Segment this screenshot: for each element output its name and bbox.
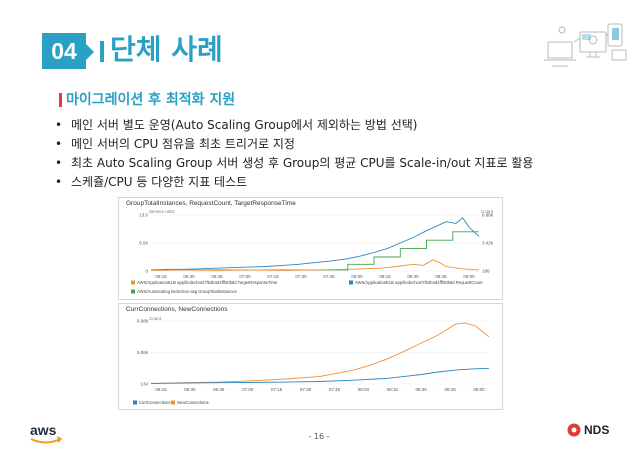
legend-label: AWS/ApplicationELB app/lindechos/7f54b4d…: [355, 280, 483, 285]
chart-panel-connections: CurrConnections, NewConnections Count 9.…: [118, 303, 503, 410]
legend-label: AWS/AutoScaling lindechon-asg GroupTotal…: [137, 289, 237, 294]
y-tick-label: 5.06k: [137, 350, 149, 355]
x-tick-label: 07:30: [300, 387, 312, 392]
nds-mark-icon: [567, 423, 581, 437]
subtitle-accent-bar: [59, 93, 62, 107]
x-tick-label: 08:00: [351, 274, 363, 279]
bullet-item: 메인 서버의 CPU 점유을 최초 트리거로 지정: [55, 135, 533, 154]
x-tick-label: 09:00: [473, 387, 485, 392]
section-subtitle: 마이그레이션 후 최적화 지원: [66, 92, 236, 108]
x-tick-label: 08:00: [358, 387, 370, 392]
series-line: [150, 367, 490, 384]
legend-swatch: [131, 289, 135, 294]
chart-panel-requests: GroupTotalInstances, RequestCount, Targe…: [118, 197, 503, 300]
y-tick-label: 0: [145, 269, 148, 274]
bullet-item: 스케쥴/CPU 등 다양한 지표 테스트: [55, 173, 533, 192]
legend-swatch: [349, 280, 353, 285]
chart-title: CurrConnections, NewConnections: [126, 306, 228, 313]
chart-title: GroupTotalInstances, RequestCount, Targe…: [126, 200, 296, 207]
section-number-badge: 04: [42, 33, 86, 69]
bullet-item: 최초 Auto Scaling Group 서버 생성 후 Group의 평균 …: [55, 154, 533, 173]
series-line: [150, 322, 490, 384]
legend-label: NewConnections: [177, 400, 209, 405]
legend-swatch: [171, 400, 175, 405]
y-right-tick-label: 3.42k: [482, 241, 494, 246]
y-tick-label: 134: [140, 382, 148, 387]
x-tick-label: 08:45: [444, 387, 456, 392]
x-tick-label: 08:15: [379, 274, 391, 279]
x-tick-label: 06:15: [155, 274, 167, 279]
x-tick-label: 08:15: [387, 387, 399, 392]
y-tick-label: 6.50: [139, 241, 148, 246]
legend-swatch: [131, 280, 135, 285]
aws-logo: aws: [30, 422, 63, 444]
y-tick-label: 13.0: [139, 213, 148, 218]
x-tick-label: 08:30: [416, 387, 428, 392]
x-tick-label: 06:30: [184, 387, 196, 392]
badge-arrow: [86, 44, 94, 60]
page-title: 단체 사례: [110, 33, 223, 66]
y-right-tick-label: 6.88k: [482, 213, 494, 218]
x-tick-label: 07:15: [267, 274, 279, 279]
x-tick-label: 08:30: [407, 274, 419, 279]
x-tick-label: 06:15: [155, 387, 167, 392]
x-tick-label: 07:00: [242, 387, 254, 392]
x-tick-label: 09:00: [463, 274, 475, 279]
y-tick-label: 9.98k: [137, 319, 149, 324]
x-tick-label: 07:45: [323, 274, 335, 279]
nds-logo-text: NDS: [584, 423, 610, 437]
nds-logo: NDS: [567, 423, 609, 437]
x-tick-label: 06:45: [211, 274, 223, 279]
legend-label: CurrConnections: [139, 400, 170, 405]
x-tick-label: 06:45: [213, 387, 225, 392]
series-line: [150, 259, 480, 271]
y-right-tick-label: 186: [482, 269, 490, 274]
x-tick-label: 07:00: [239, 274, 251, 279]
x-tick-label: 07:45: [329, 387, 341, 392]
x-tick-label: 06:30: [183, 274, 195, 279]
x-tick-label: 07:15: [271, 387, 283, 392]
aws-logo-text: aws: [30, 422, 57, 438]
bullet-item: 메인 서버 별도 운영(Auto Scaling Group에서 제외하는 방법…: [55, 116, 533, 135]
series-line: [151, 231, 479, 271]
page-number: - 16 -: [308, 432, 330, 441]
x-tick-label: 07:30: [295, 274, 307, 279]
chart-plot-area: 9.98k 5.06k 134 06:15 06:30 06:45 07:00 07:15 07…: [133, 319, 490, 405]
devices-illustration-icon: [544, 23, 627, 67]
legend-label: AWS/ApplicationELB app/lindechos/7f54b4d…: [137, 280, 278, 285]
chart-plot-area: 13.0 6.50 0 6.88k 3.42k 186 06:15 06:30 06:45 07:…: [131, 213, 494, 294]
legend-swatch: [133, 400, 137, 405]
x-tick-label: 08:45: [435, 274, 447, 279]
bullet-list: 메인 서버 별도 운영(Auto Scaling Group에서 제외하는 방법…: [55, 116, 533, 192]
series-line: [150, 217, 480, 271]
title-accent-bar: [100, 41, 104, 62]
left-axis-label: Count: [149, 316, 162, 321]
left-axis-label: Service units: [149, 209, 175, 214]
right-axis-label: Count: [481, 209, 494, 214]
